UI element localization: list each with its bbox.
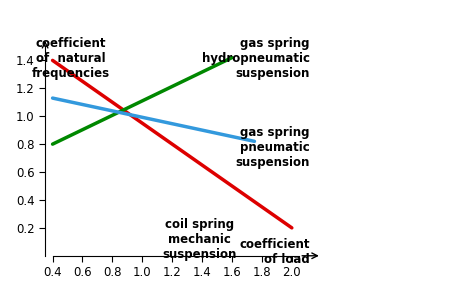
Text: gas spring
hydropneumatic
suspension: gas spring hydropneumatic suspension [202,37,310,80]
Text: gas spring
pneumatic
suspension: gas spring pneumatic suspension [235,126,310,169]
Text: coil spring
mechanic
suspension: coil spring mechanic suspension [162,218,236,261]
Text: coefficient
of  natural
frequencies: coefficient of natural frequencies [32,37,110,80]
Text: coefficient
of load: coefficient of load [239,238,310,266]
